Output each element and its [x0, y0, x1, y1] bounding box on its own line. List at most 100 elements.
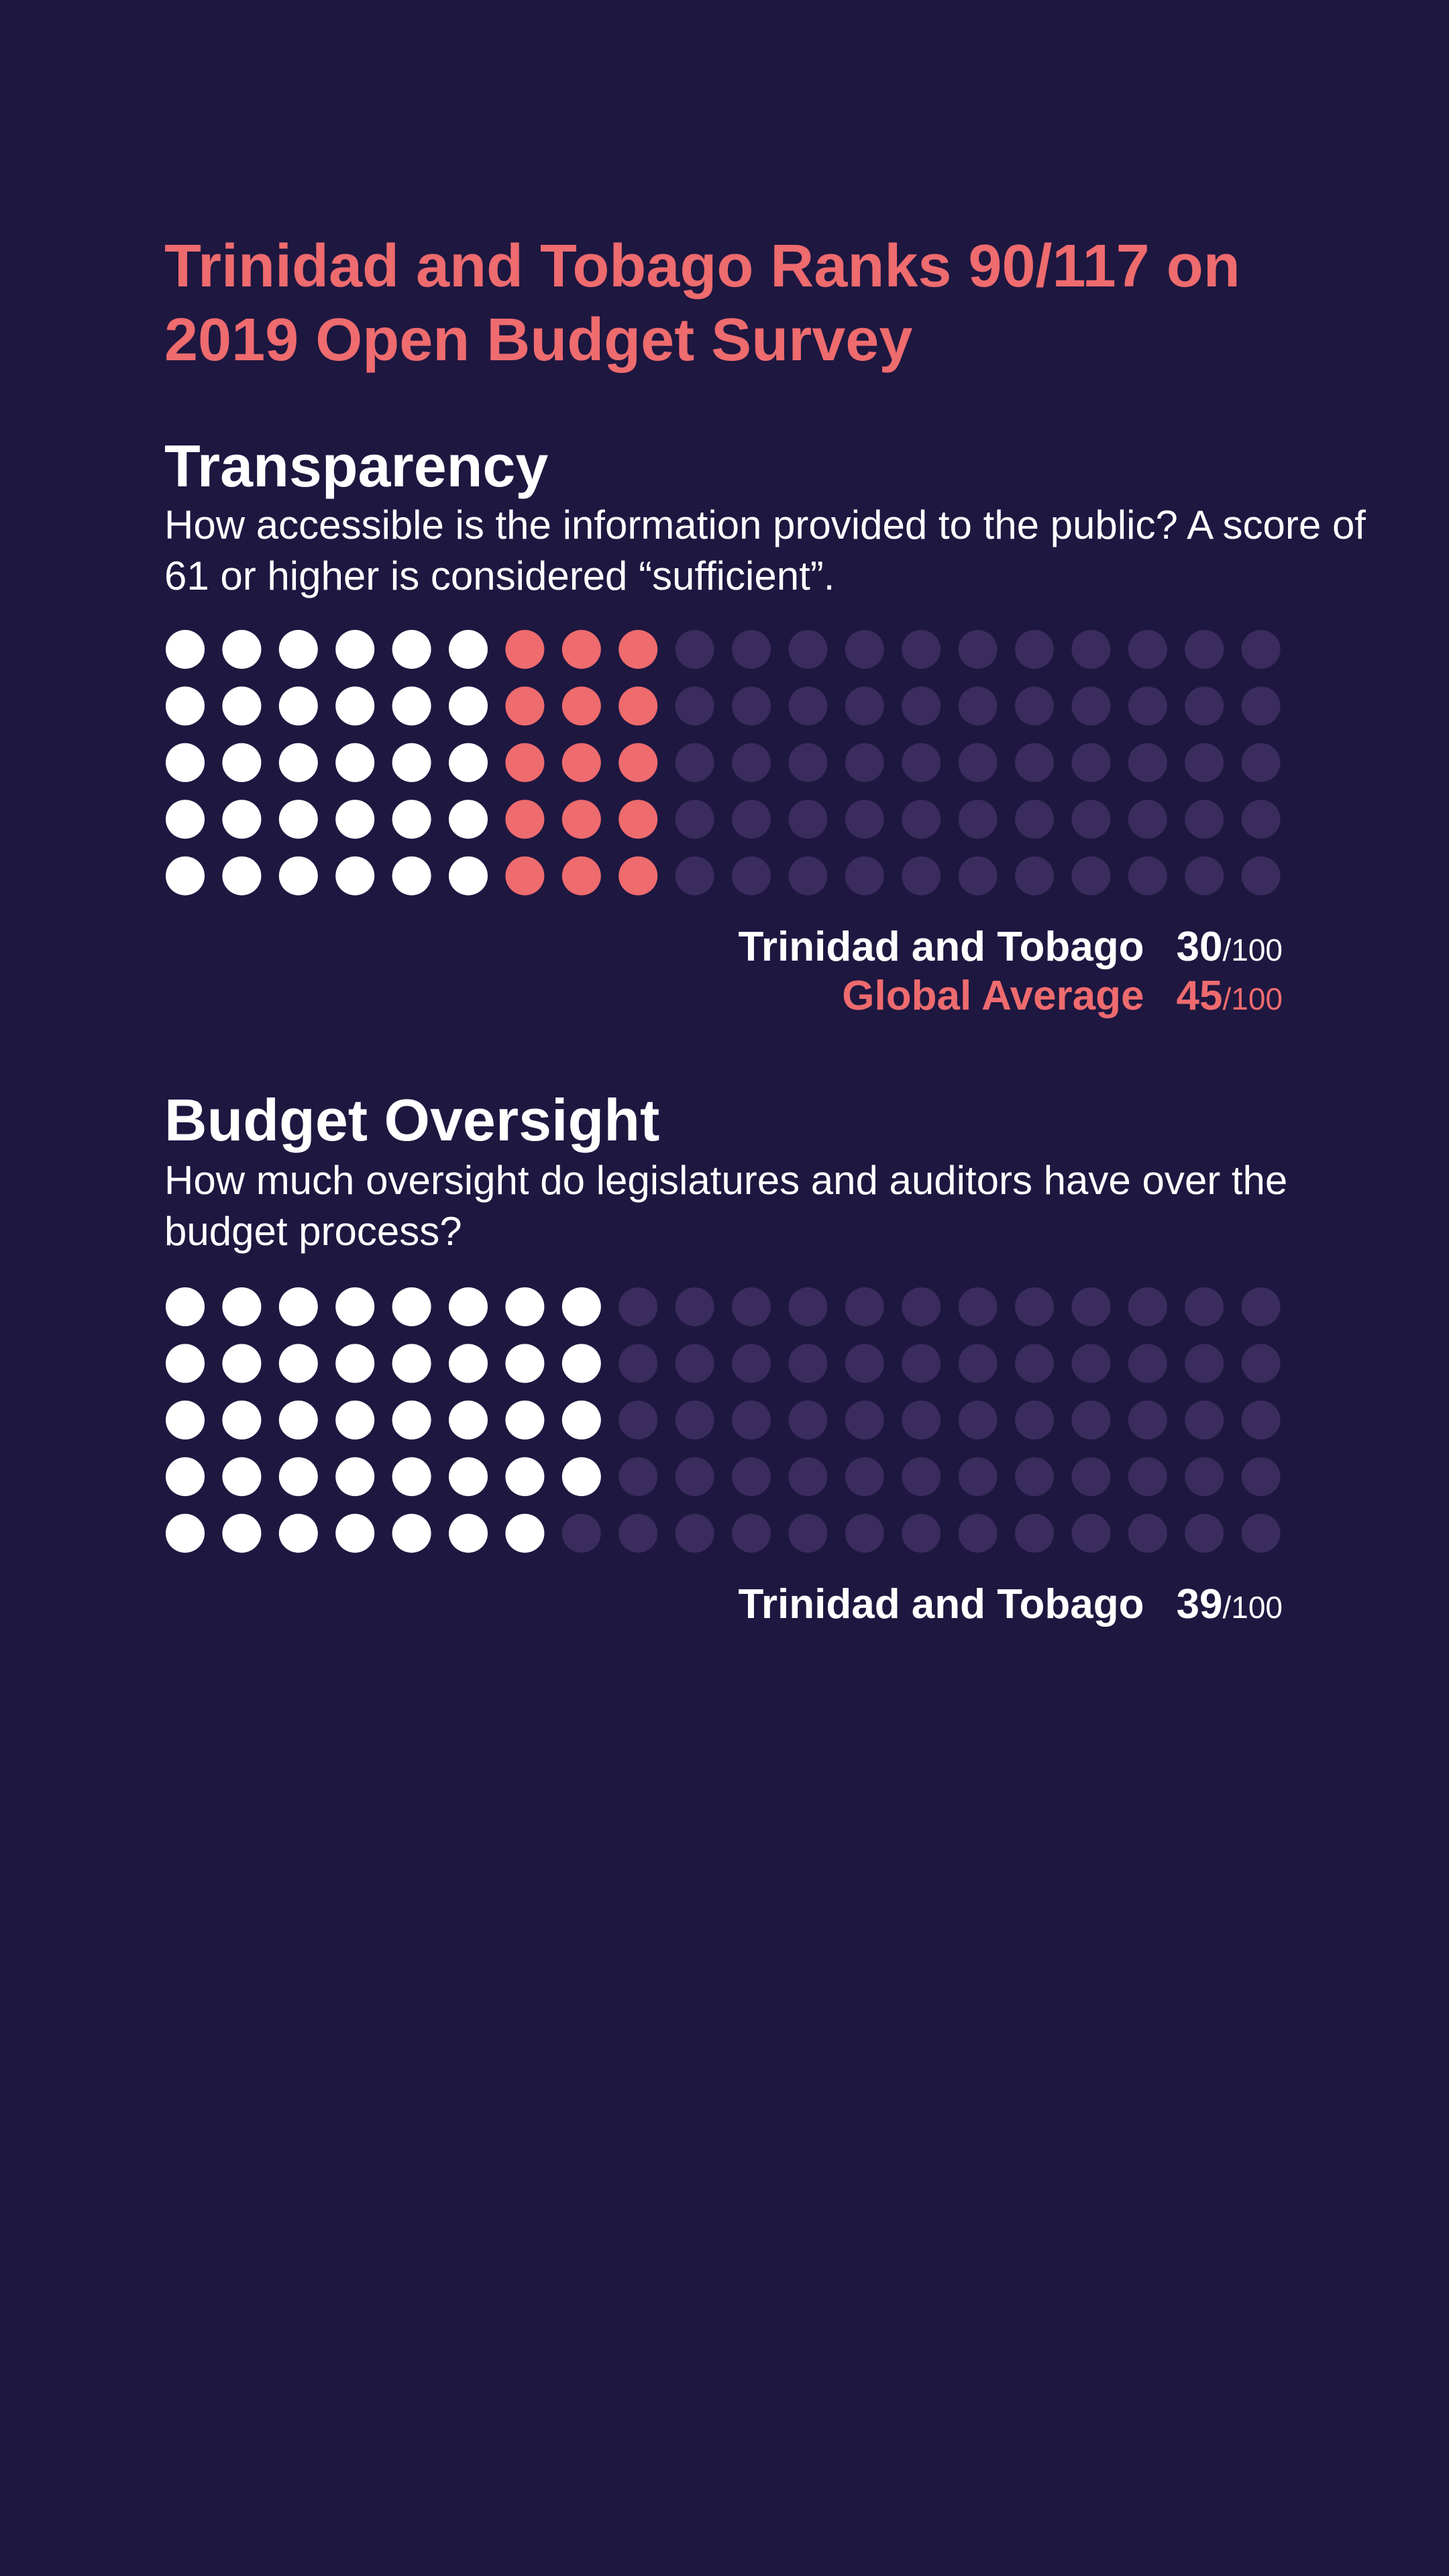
- oversight-dot-empty: [1015, 1400, 1054, 1440]
- transparency-dot-global: [619, 800, 658, 839]
- transparency-global-value: 45/100: [1177, 972, 1283, 1020]
- transparency-dot-country: [278, 856, 318, 896]
- oversight-dot-empty: [1185, 1513, 1224, 1553]
- oversight-dot-empty: [1128, 1287, 1167, 1326]
- oversight-dot-empty: [675, 1287, 714, 1326]
- oversight-dot-empty: [732, 1344, 771, 1383]
- transparency-global-score: Global Average 45/100: [842, 972, 1283, 1020]
- transparency-dot-country: [166, 743, 205, 782]
- oversight-country-value: 39/100: [1177, 1580, 1283, 1628]
- oversight-dot-country: [222, 1344, 262, 1383]
- oversight-dot-empty: [788, 1287, 828, 1326]
- oversight-dot-country: [278, 1400, 318, 1440]
- oversight-dot-empty: [675, 1400, 714, 1440]
- transparency-dot-empty: [1128, 686, 1167, 726]
- transparency-country-score: Trinidad and Tobago 30/100: [738, 923, 1283, 971]
- oversight-description: How much oversight do legislatures and a…: [164, 1158, 1288, 1254]
- transparency-dot-country: [222, 800, 262, 839]
- transparency-dot-empty: [732, 686, 771, 726]
- oversight-dot-empty: [845, 1457, 884, 1497]
- oversight-dot-country: [392, 1457, 431, 1497]
- transparency-dot-empty: [1185, 800, 1224, 839]
- oversight-dot-country: [561, 1287, 601, 1326]
- oversight-dot-country: [278, 1344, 318, 1383]
- oversight-country-number: 39: [1176, 1581, 1223, 1627]
- transparency-dot-empty: [1241, 743, 1281, 782]
- transparency-dot-empty: [1071, 686, 1111, 726]
- oversight-dot-country: [278, 1287, 318, 1326]
- transparency-dot-country: [278, 630, 318, 669]
- transparency-dot-global: [561, 743, 601, 782]
- transparency-dot-empty: [732, 743, 771, 782]
- transparency-dot-empty: [902, 800, 941, 839]
- transparency-dot-empty: [1128, 856, 1167, 896]
- transparency-dot-country: [278, 800, 318, 839]
- transparency-dot-empty: [958, 686, 998, 726]
- oversight-dot-country: [222, 1457, 262, 1497]
- transparency-dot-empty: [675, 856, 714, 896]
- oversight-dot-empty: [1071, 1287, 1111, 1326]
- transparency-dot-empty: [1015, 686, 1054, 726]
- oversight-dot-empty: [675, 1344, 714, 1383]
- oversight-dot-empty: [732, 1287, 771, 1326]
- transparency-dot-global: [561, 686, 601, 726]
- transparency-dot-empty: [902, 630, 941, 669]
- oversight-dot-empty: [1015, 1513, 1054, 1553]
- oversight-dot-empty: [788, 1344, 828, 1383]
- oversight-dot-empty: [958, 1344, 998, 1383]
- transparency-dot-global: [505, 743, 545, 782]
- transparency-dot-country: [335, 800, 375, 839]
- transparency-dot-global: [561, 630, 601, 669]
- oversight-dot-empty: [958, 1513, 998, 1553]
- transparency-country-max: /100: [1222, 932, 1283, 967]
- transparency-dot-empty: [1015, 856, 1054, 896]
- oversight-dot-country: [166, 1513, 205, 1553]
- oversight-dot-empty: [732, 1513, 771, 1553]
- transparency-dot-country: [449, 800, 488, 839]
- oversight-dot-country: [278, 1457, 318, 1497]
- oversight-dot-country: [505, 1287, 545, 1326]
- oversight-dot-country: [166, 1344, 205, 1383]
- transparency-dot-global: [619, 686, 658, 726]
- transparency-dot-empty: [788, 630, 828, 669]
- transparency-dot-empty: [958, 856, 998, 896]
- oversight-dot-country: [449, 1344, 488, 1383]
- transparency-dot-empty: [845, 743, 884, 782]
- oversight-dot-country: [392, 1344, 431, 1383]
- transparency-dot-global: [505, 856, 545, 896]
- oversight-dot-empty: [788, 1457, 828, 1497]
- transparency-dot-empty: [958, 630, 998, 669]
- oversight-country-score: Trinidad and Tobago 39/100: [738, 1580, 1283, 1628]
- transparency-dot-global: [619, 630, 658, 669]
- oversight-dot-country: [335, 1344, 375, 1383]
- oversight-dot-empty: [958, 1400, 998, 1440]
- transparency-dot-empty: [902, 743, 941, 782]
- transparency-dot-country: [335, 743, 375, 782]
- oversight-dot-empty: [619, 1344, 658, 1383]
- transparency-dot-country: [222, 743, 262, 782]
- oversight-dot-country: [505, 1344, 545, 1383]
- transparency-country-value: 30/100: [1177, 923, 1283, 971]
- transparency-dot-country: [392, 800, 431, 839]
- oversight-dot-empty: [1071, 1457, 1111, 1497]
- oversight-dot-country: [335, 1457, 375, 1497]
- oversight-dot-empty: [958, 1287, 998, 1326]
- transparency-dot-global: [505, 800, 545, 839]
- transparency-dot-empty: [1241, 800, 1281, 839]
- oversight-dot-country: [278, 1513, 318, 1553]
- oversight-dot-empty: [561, 1513, 601, 1553]
- oversight-dot-empty: [1071, 1344, 1111, 1383]
- oversight-dot-empty: [1015, 1287, 1054, 1326]
- transparency-dot-global: [505, 630, 545, 669]
- transparency-dot-country: [392, 686, 431, 726]
- transparency-country-label: Trinidad and Tobago: [738, 924, 1144, 970]
- transparency-dot-empty: [902, 856, 941, 896]
- oversight-dot-empty: [902, 1513, 941, 1553]
- oversight-dot-empty: [1185, 1344, 1224, 1383]
- oversight-dot-country: [561, 1344, 601, 1383]
- transparency-dot-empty: [845, 856, 884, 896]
- oversight-dot-country: [392, 1400, 431, 1440]
- oversight-dot-empty: [1015, 1457, 1054, 1497]
- transparency-dot-empty: [1071, 800, 1111, 839]
- transparency-country-number: 30: [1176, 924, 1223, 970]
